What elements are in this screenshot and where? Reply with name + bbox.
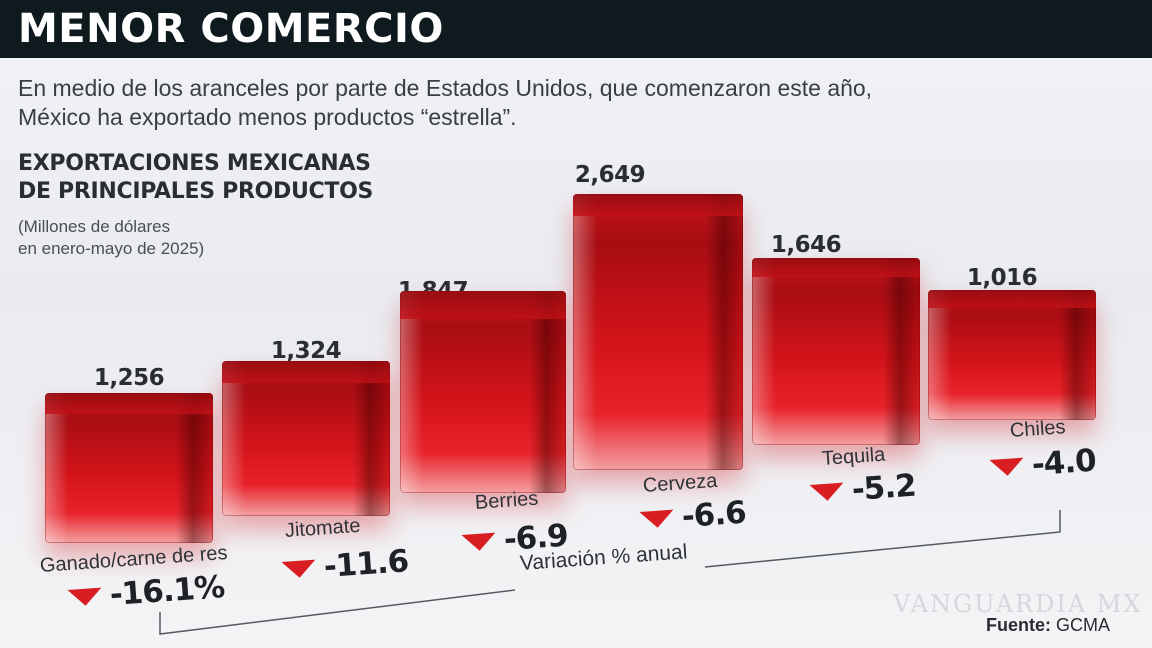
bar-value: 2,649 — [574, 162, 646, 188]
intro-text: En medio de los aranceles por parte de E… — [18, 74, 1018, 132]
bar-cube — [928, 290, 1096, 420]
variation-tequila: -5.2 — [809, 468, 917, 511]
bar-cube — [573, 194, 743, 470]
bar-value: 1,016 — [966, 265, 1038, 291]
source-label: Fuente: — [986, 615, 1051, 635]
bar-ganado: 1,256 — [45, 365, 213, 545]
down-triangle-icon — [639, 509, 675, 529]
chart-title-line-1: EXPORTACIONES MEXICANAS — [18, 151, 371, 176]
category-label: Chiles — [1009, 416, 1067, 442]
bar-value: 1,324 — [270, 338, 342, 364]
bar-cube — [752, 258, 920, 445]
variation-cerveza: -6.6 — [639, 495, 747, 538]
source-note: Fuente: GCMA — [986, 615, 1110, 636]
bar-value: 1,256 — [93, 365, 165, 391]
chart-title: EXPORTACIONES MEXICANAS DE PRINCIPALES P… — [18, 150, 373, 206]
down-triangle-icon — [461, 532, 497, 552]
category-label: Tequila — [821, 443, 886, 470]
source-value: GCMA — [1056, 615, 1111, 635]
watermark: VANGUARDIA MX — [893, 590, 1143, 618]
chart-unit: (Millones de dólares en enero-mayo de 20… — [18, 216, 204, 260]
bar-tequila: 1,646 — [752, 232, 920, 447]
variation-berries: -6.9 — [461, 518, 569, 561]
bar-cube — [45, 393, 213, 543]
down-triangle-icon — [989, 457, 1025, 477]
down-triangle-icon — [67, 587, 103, 607]
page-title: MENOR COMERCIO — [18, 6, 444, 52]
bar-cube — [400, 291, 566, 493]
bar-cube — [222, 361, 390, 516]
intro-line-1: En medio de los aranceles por parte de E… — [18, 75, 873, 101]
bar-chiles: 1,016 — [928, 265, 1096, 423]
variation-value: -11.6 — [322, 543, 410, 586]
variation-value: -5.2 — [850, 467, 917, 509]
chart-unit-line-2: en enero-mayo de 2025) — [18, 239, 205, 258]
bar-cerveza: 2,649 — [573, 162, 743, 470]
bar-jitomate: 1,324 — [222, 335, 390, 520]
header-bar: MENOR COMERCIO — [0, 0, 1152, 58]
bar-berries: 1,847 — [398, 265, 566, 495]
variation-value: -4.0 — [1030, 442, 1097, 484]
down-triangle-icon — [809, 482, 845, 502]
intro-line-2: México ha exportado menos productos “est… — [18, 104, 517, 130]
down-triangle-icon — [281, 559, 317, 579]
variation-value: -6.9 — [502, 517, 569, 559]
variation-chiles: -4.0 — [989, 443, 1097, 486]
variation-value: -6.6 — [680, 494, 747, 536]
bar-value: 1,646 — [770, 232, 842, 258]
category-label: Berries — [474, 487, 539, 514]
chart-title-line-2: DE PRINCIPALES PRODUCTOS — [18, 179, 374, 204]
chart-unit-line-1: (Millones de dólares — [18, 217, 171, 236]
